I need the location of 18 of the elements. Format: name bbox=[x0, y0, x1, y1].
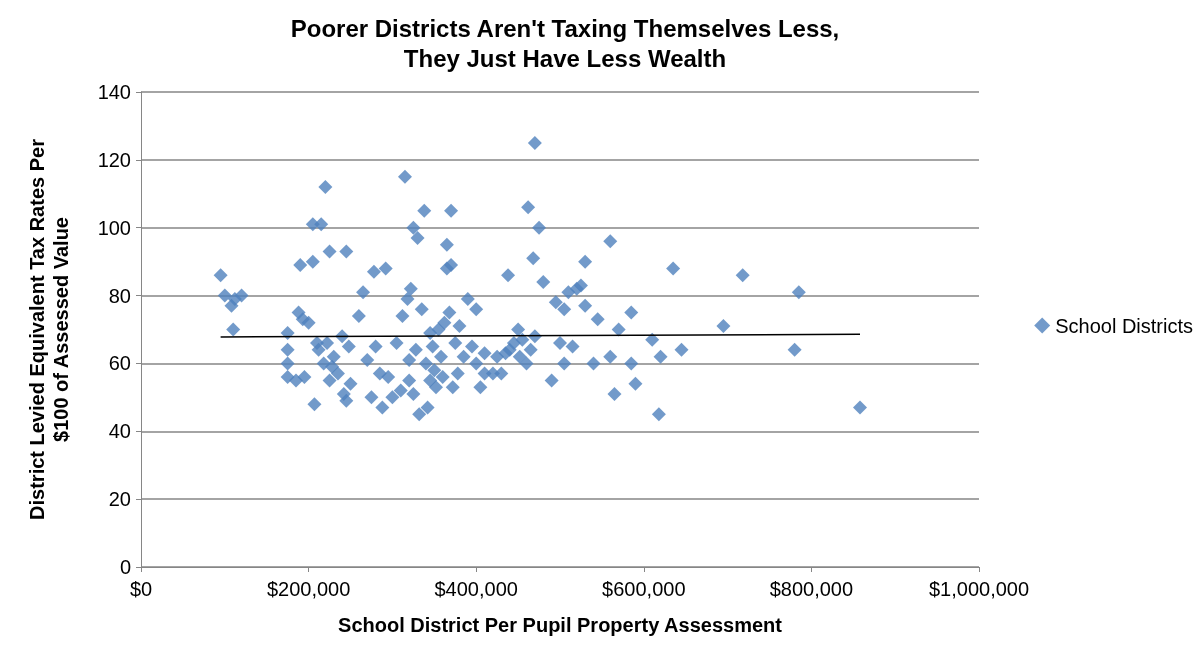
x-tick-label: $1,000,000 bbox=[928, 578, 1030, 600]
x-tick-label: $400,000 bbox=[434, 578, 518, 600]
x-tick-label: $600,000 bbox=[602, 578, 686, 600]
y-tick-label: 60 bbox=[108, 352, 131, 375]
x-tick-label: $800,000 bbox=[769, 578, 854, 600]
chart-title: Poorer Districts Aren't Taxing Themselves Less, They Just Have Less Wealth bbox=[290, 14, 840, 72]
legend-label: School Districts bbox=[1055, 314, 1193, 337]
y-tick-label: 80 bbox=[108, 284, 131, 307]
y-tick-label: 140 bbox=[97, 81, 131, 103]
y-axis-title: District Levied Equivalent Tax Rates Per $100 of Assessed Value bbox=[26, 138, 72, 520]
y-tick-label: 0 bbox=[119, 556, 131, 578]
x-tick-label: $0 bbox=[129, 578, 153, 600]
y-tick-label: 20 bbox=[108, 488, 131, 511]
y-tick-label: 40 bbox=[108, 420, 131, 443]
x-tick-label: $200,000 bbox=[266, 578, 351, 600]
y-tick-label: 100 bbox=[97, 216, 131, 239]
x-axis-title: School District Per Pupil Property Assessment bbox=[338, 614, 783, 636]
y-tick-label: 120 bbox=[97, 148, 131, 171]
